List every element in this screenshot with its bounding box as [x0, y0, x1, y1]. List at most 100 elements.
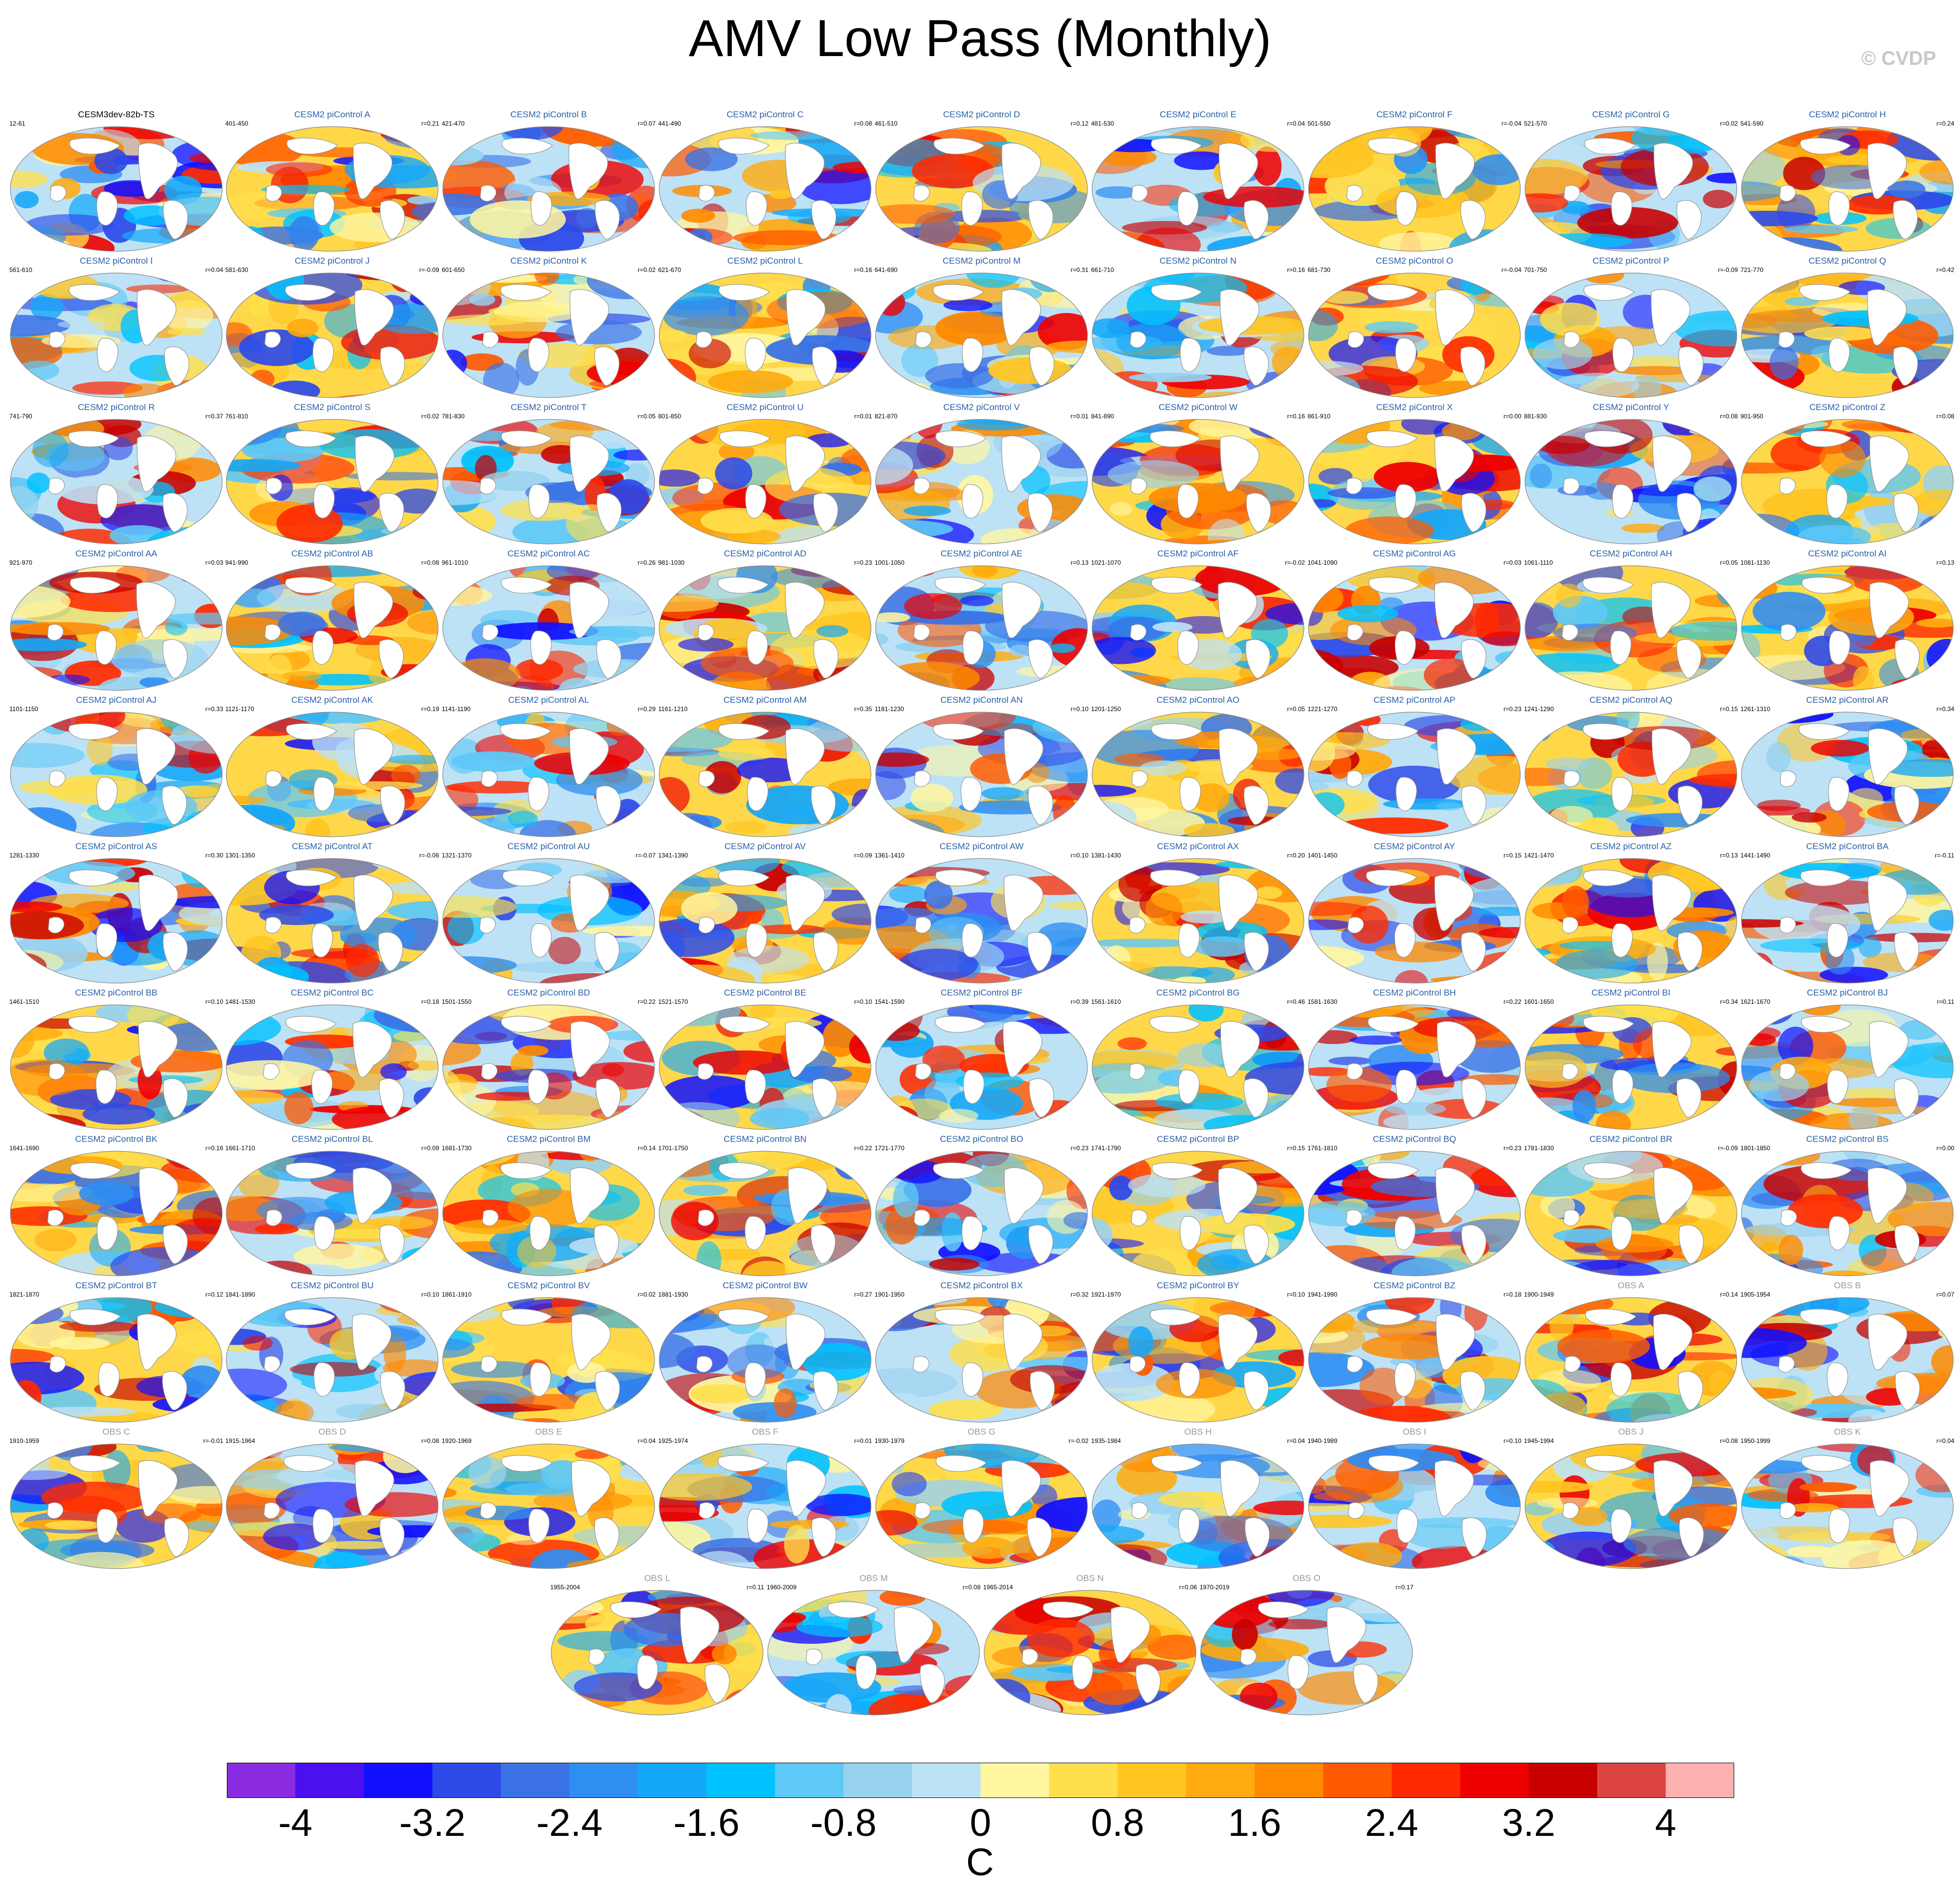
panel-correlation: r=0.13 [1070, 559, 1088, 566]
sst-anomaly-map [1092, 712, 1304, 837]
panel-years: 1921-1970 [1091, 1291, 1121, 1298]
map-panel: CESM2 piControl V 821-870 r=0.01 [874, 402, 1090, 548]
map-panel: CESM2 piControl AV 1341-1390 r=0.09 [657, 841, 873, 987]
panel-correlation: r=-0.02 [1068, 1437, 1088, 1445]
panel-correlation: r=-0.02 [1285, 559, 1305, 566]
map-panel: OBS M 1960-2009 r=0.08 [766, 1573, 982, 1719]
sst-anomaly-map [875, 272, 1088, 398]
panel-title: CESM2 piControl AA [75, 549, 157, 558]
sst-anomaly-map [10, 565, 223, 691]
map-panel: CESM2 piControl BM 1681-1730 r=0.14 [441, 1134, 657, 1280]
map-panel: CESM2 piControl BD 1501-1550 r=0.22 [441, 987, 657, 1134]
panel-title: OBS M [859, 1573, 888, 1583]
map-panel: CESM2 piControl E 481-530 r=0.04 [1090, 109, 1306, 255]
panel-years: 941-990 [225, 559, 249, 566]
sst-anomaly-map [1741, 1297, 1954, 1423]
panel-years: 781-830 [442, 413, 465, 420]
colorbar-swatch [1529, 1763, 1598, 1798]
sst-anomaly-map [1525, 1297, 1737, 1423]
panel-years: 961-1010 [442, 559, 468, 566]
panel-title: CESM2 piControl AS [75, 841, 157, 851]
colorbar-tick-label: 0.8 [1091, 1801, 1145, 1844]
map-panel: CESM2 piControl AN 1181-1230 r=0.10 [874, 694, 1090, 841]
panel-years: 1881-1930 [658, 1291, 688, 1298]
panel-correlation: r=0.23 [1503, 1144, 1521, 1152]
sst-anomaly-map [226, 272, 439, 398]
panel-title: CESM2 piControl F [1376, 110, 1453, 119]
panel-years: 761-810 [225, 413, 249, 420]
panel-correlation: r=0.27 [854, 1291, 872, 1298]
map-panel: CESM2 piControl N 661-710 r=0.16 [1090, 255, 1306, 402]
panel-years: 881-930 [1524, 413, 1547, 420]
sst-anomaly-map [442, 126, 655, 252]
panel-title: CESM2 piControl AP [1373, 695, 1455, 705]
panel-years: 1965-2014 [983, 1584, 1013, 1591]
colorbar-swatch [1186, 1763, 1255, 1798]
panel-correlation: r=-0.09 [1718, 1144, 1738, 1152]
panel-years: 421-470 [442, 120, 465, 127]
panel-correlation: r=-0.09 [419, 266, 439, 274]
panel-title: CESM2 piControl BV [507, 1280, 590, 1290]
copyright-label: © CVDP [1861, 48, 1936, 70]
map-panel: CESM2 piControl AU 1321-1370 r=-0.07 [441, 841, 657, 987]
panel-correlation: r=0.22 [1503, 998, 1521, 1005]
sst-anomaly-map [659, 1443, 872, 1569]
panel-title: CESM2 piControl BC [291, 988, 374, 998]
colorbar-tick-label: 3.2 [1502, 1801, 1556, 1844]
panel-correlation: r=0.10 [1070, 705, 1088, 713]
colorbar-swatch [1392, 1763, 1461, 1798]
panel-correlation: r=0.09 [854, 852, 872, 859]
panel-years: 1021-1070 [1091, 559, 1121, 566]
panel-correlation: r=0.13 [1936, 559, 1954, 566]
map-panel: CESM2 piControl BG 1561-1610 r=0.46 [1090, 987, 1306, 1134]
colorbar-swatch [364, 1763, 433, 1798]
panel-years: 1381-1430 [1091, 852, 1121, 859]
panel-years: 1261-1310 [1740, 705, 1771, 713]
sst-anomaly-map [1525, 712, 1737, 837]
sst-anomaly-map [1092, 565, 1304, 691]
panel-title: CESM2 piControl BR [1589, 1134, 1672, 1144]
sst-anomaly-map [10, 419, 223, 544]
map-panel: CESM2 piControl AR 1261-1310 r=0.34 [1739, 694, 1955, 841]
panel-years: 1581-1630 [1308, 998, 1338, 1005]
sst-anomaly-map [226, 858, 439, 984]
panel-years: 1121-1170 [225, 705, 254, 713]
panel-years: 501-550 [1308, 120, 1331, 127]
map-panel: CESM2 piControl D 461-510 r=0.12 [874, 109, 1090, 255]
panel-title: CESM2 piControl BX [940, 1280, 1023, 1290]
sst-anomaly-map [1741, 419, 1954, 544]
map-panel: CESM2 piControl AM 1161-1210 r=0.35 [657, 694, 873, 841]
panel-correlation: r=0.10 [1287, 1291, 1305, 1298]
panel-years: 441-490 [658, 120, 682, 127]
map-panel: CESM2 piControl G 521-570 r=0.02 [1523, 109, 1739, 255]
sst-anomaly-map [875, 1151, 1088, 1276]
panel-title: CESM2 piControl N [1159, 256, 1237, 266]
sst-anomaly-map [875, 1297, 1088, 1423]
panel-title: CESM2 piControl AM [723, 695, 807, 705]
map-panel: CESM2 piControl T 781-830 r=0.05 [441, 402, 657, 548]
map-panel: OBS H 1935-1984 r=0.04 [1090, 1426, 1306, 1573]
panel-years: 1661-1710 [225, 1144, 255, 1152]
panel-correlation: r=0.07 [1936, 1291, 1954, 1298]
panel-title: OBS E [535, 1427, 562, 1437]
panel-years: 1781-1830 [1524, 1144, 1554, 1152]
panel-years: 1201-1250 [1091, 705, 1121, 713]
panel-correlation: r=0.08 [962, 1584, 981, 1591]
sst-anomaly-map [442, 1151, 655, 1276]
panel-years: 1940-1989 [1308, 1437, 1338, 1445]
panel-correlation: r=0.20 [1287, 852, 1305, 859]
panel-correlation: r=0.16 [1287, 266, 1305, 274]
colorbar-swatch [843, 1763, 913, 1798]
sst-anomaly-map [1525, 565, 1737, 691]
map-panel: OBS E 1920-1969 r=0.04 [441, 1426, 657, 1573]
panel-years: 1601-1650 [1524, 998, 1554, 1005]
map-panel: CESM2 piControl BW 1881-1930 r=0.27 [657, 1280, 873, 1426]
panel-title: CESM2 piControl AY [1373, 841, 1455, 851]
map-panel: CESM2 piControl Q 721-770 r=0.42 [1739, 255, 1955, 402]
sst-anomaly-map [659, 272, 872, 398]
sst-anomaly-map [10, 126, 223, 252]
panel-title: CESM2 piControl AV [724, 841, 806, 851]
sst-anomaly-map [442, 1297, 655, 1423]
colorbar-swatch [706, 1763, 775, 1798]
panel-correlation: r=0.02 [637, 1291, 656, 1298]
